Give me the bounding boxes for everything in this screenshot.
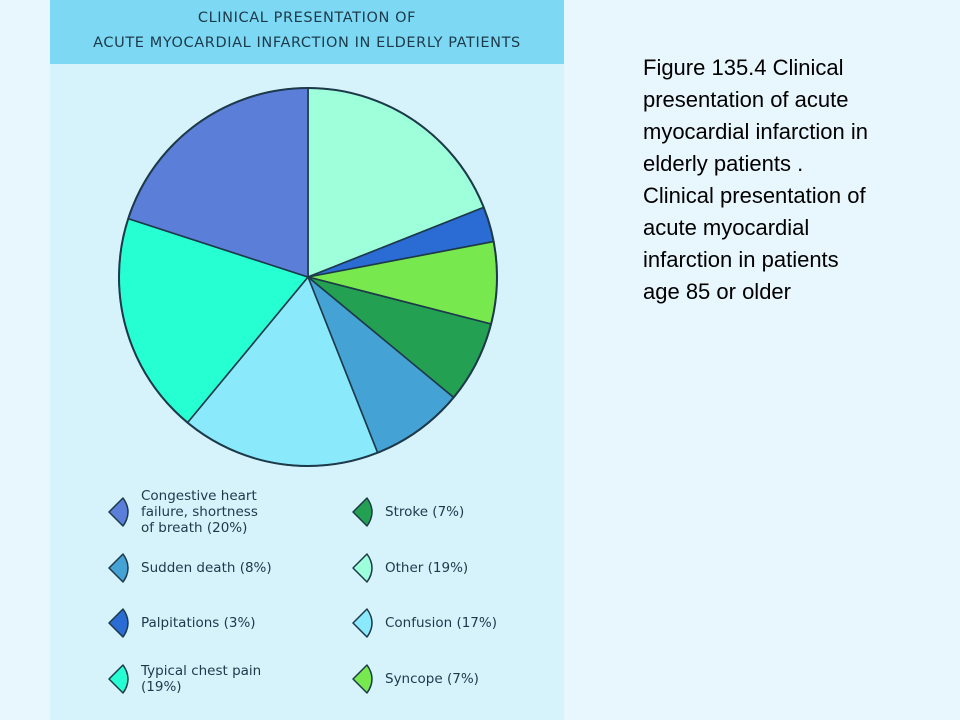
- legend-label-5: Confusion (17%): [385, 615, 497, 631]
- legend-swatch-6: [108, 664, 129, 694]
- legend-swatch-0: [108, 497, 129, 527]
- chart-title-line-2: ACUTE MYOCARDIAL INFARCTION IN ELDERLY P…: [93, 35, 521, 51]
- legend-item-7: Syncope (7%): [350, 651, 479, 707]
- chart-title-line-1: CLINICAL PRESENTATION OF: [197, 10, 417, 26]
- pie-chart: [118, 87, 498, 467]
- legend-label-6: Typical chest pain (19%): [141, 663, 262, 695]
- legend-item-5: Confusion (17%): [350, 595, 497, 651]
- legend-swatch-7: [352, 664, 373, 694]
- legend-swatch-2: [108, 553, 129, 583]
- legend-label-1: Stroke (7%): [385, 504, 465, 520]
- pie-outline: [118, 87, 498, 467]
- chart-title-band: CLINICAL PRESENTATION OF ACUTE MYOCARDIA…: [50, 0, 564, 64]
- figure-panel: CLINICAL PRESENTATION OF ACUTE MYOCARDIA…: [50, 0, 564, 720]
- legend-label-7: Syncope (7%): [385, 671, 479, 687]
- legend-swatch-3: [352, 553, 373, 583]
- legend-label-2: Sudden death (8%): [141, 560, 272, 576]
- legend-swatch-5: [352, 608, 373, 638]
- figure-caption: Figure 135.4 Clinical presentation of ac…: [643, 55, 868, 304]
- legend-item-0: Congestive heart failure, shortness of b…: [106, 484, 258, 540]
- legend-item-4: Palpitations (3%): [106, 595, 256, 651]
- legend-item-6: Typical chest pain (19%): [106, 651, 261, 707]
- legend-item-3: Other (19%): [350, 540, 468, 596]
- legend-label-4: Palpitations (3%): [141, 615, 256, 631]
- legend-item-1: Stroke (7%): [350, 484, 464, 540]
- legend-label-3: Other (19%): [385, 560, 469, 576]
- legend-swatch-4: [108, 608, 129, 638]
- legend-item-2: Sudden death (8%): [106, 540, 272, 596]
- legend-swatch-1: [352, 497, 373, 527]
- legend-label-0: Congestive heart failure, shortness of b…: [141, 488, 258, 536]
